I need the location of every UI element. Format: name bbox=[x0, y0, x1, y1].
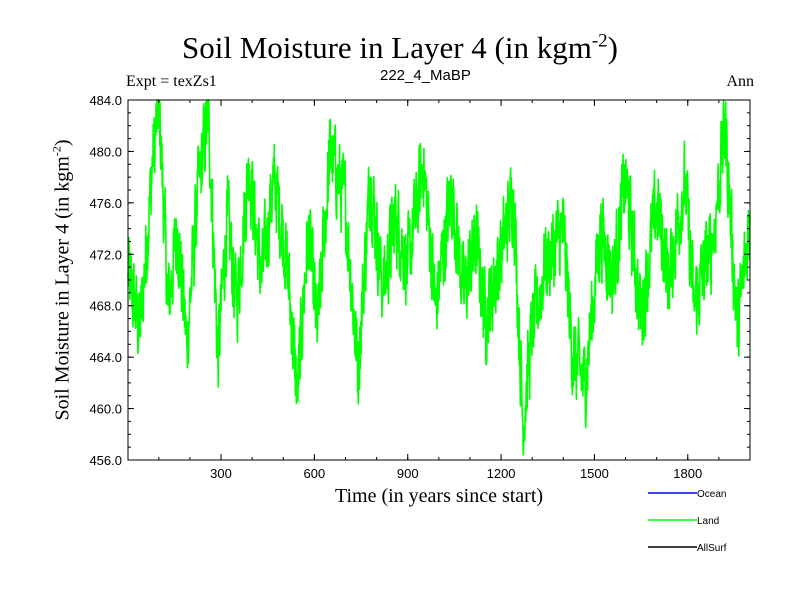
experiment-id-label: 222_4_MaBP bbox=[380, 67, 471, 84]
x-tick-label: 1200 bbox=[487, 466, 516, 481]
ticks-layer: 456.0 460.0 464.0 468.0 472.0 476.0 480.0 484.0… bbox=[89, 93, 750, 481]
legend-label-land: Land bbox=[697, 516, 719, 527]
chart-title: Soil Moisture in Layer 4 (in kgm-2) bbox=[182, 30, 618, 65]
x-tick-label: 1800 bbox=[673, 466, 702, 481]
legend-label-allsurf: AllSurf bbox=[697, 543, 727, 554]
experiment-label: Expt = texZs1 bbox=[126, 73, 217, 90]
y-tick-label: 456.0 bbox=[89, 453, 122, 468]
x-tick-label: 300 bbox=[210, 466, 232, 481]
x-tick-label: 1500 bbox=[580, 466, 609, 481]
legend-label-ocean: Ocean bbox=[697, 489, 726, 500]
series-layer bbox=[127, 99, 751, 456]
series-line-land bbox=[127, 99, 751, 456]
y-tick-label: 464.0 bbox=[89, 350, 122, 365]
y-tick-label: 484.0 bbox=[89, 93, 122, 108]
y-tick-label: 468.0 bbox=[89, 299, 122, 314]
y-tick-label: 476.0 bbox=[89, 196, 122, 211]
x-tick-label: 600 bbox=[304, 466, 326, 481]
y-tick-label: 480.0 bbox=[89, 144, 122, 159]
period-label: Ann bbox=[726, 73, 754, 90]
y-tick-label: 460.0 bbox=[89, 402, 122, 417]
x-tick-label: 900 bbox=[397, 466, 419, 481]
y-tick-label: 472.0 bbox=[89, 247, 122, 262]
x-axis-label: Time (in years since start) bbox=[334, 485, 544, 507]
legend: Ocean Land AllSurf bbox=[648, 489, 727, 554]
